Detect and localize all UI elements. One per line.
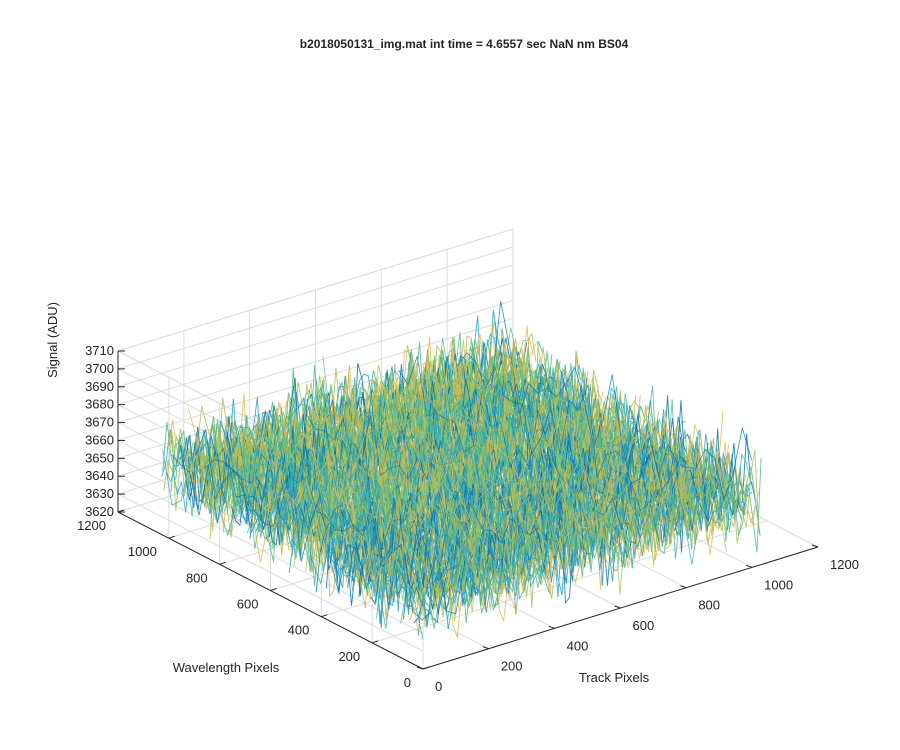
y-tick-mark	[321, 614, 328, 618]
x-tick-label: 800	[698, 598, 720, 613]
surface-strip	[339, 382, 601, 540]
surface-strip	[179, 439, 441, 592]
z-tick-label: 3650	[85, 450, 114, 465]
x-tick-mark	[416, 666, 424, 670]
z-tick-label: 3640	[85, 468, 114, 483]
x-tick-label: 200	[501, 659, 523, 674]
z-tick-label: 3620	[85, 504, 114, 519]
box-edge	[117, 228, 514, 352]
surface-strip	[213, 422, 474, 595]
x-axis-ticks: 0 200 400 600 800 1000 1200	[416, 544, 859, 694]
surface-strip	[162, 450, 424, 640]
y-tick-label: 0	[404, 675, 411, 690]
y-tick-label: 200	[338, 649, 360, 664]
surface-strip	[305, 398, 567, 584]
y-tick-mark	[270, 588, 277, 591]
y-tick-mark	[422, 666, 430, 670]
z-axis-label: Signal (ADU)	[45, 302, 60, 378]
surface-strip	[373, 396, 635, 569]
grid-line	[117, 246, 514, 370]
y-tick-mark	[372, 640, 379, 644]
y-tick-label: 800	[186, 570, 208, 585]
x-axis-label: Track Pixels	[579, 670, 650, 685]
surface-strip	[170, 453, 432, 621]
x-tick-mark	[746, 564, 753, 568]
surface-strip	[499, 327, 761, 523]
z-tick-label: 3630	[85, 486, 114, 501]
grid-line	[117, 300, 514, 424]
x-tick-label: 1000	[764, 577, 793, 592]
surface-strip	[322, 355, 584, 576]
x-tick-mark	[614, 605, 621, 609]
surface-strip	[482, 327, 744, 507]
y-axis-label: Wavelength Pixels	[173, 660, 280, 675]
surface-strip	[263, 415, 525, 596]
x-tick-label: 1200	[830, 557, 859, 572]
grid-line	[117, 264, 514, 388]
chart-title: b2018050131_img.mat int time = 4.6557 se…	[300, 37, 629, 51]
surface-strip	[255, 410, 516, 592]
z-tick-label: 3670	[85, 415, 114, 430]
x-tick-mark	[811, 544, 819, 548]
surface-strip	[356, 379, 618, 572]
z-tick-label: 3690	[85, 379, 114, 394]
z-tick-label: 3660	[85, 432, 114, 447]
surface-mesh	[161, 301, 762, 640]
y-tick-label: 1000	[128, 544, 157, 559]
grid-line	[117, 475, 424, 634]
surface-strip	[398, 355, 660, 542]
grid-line	[372, 520, 768, 644]
surface-strip	[474, 364, 736, 503]
y-axis-ticks: 0 200 400 600 800 1000 1200	[77, 509, 430, 690]
surface-strip	[381, 381, 643, 530]
z-axis-ticks: 3620 3630 3640 3650 3660 3670 3680 3690 3700 3710	[85, 343, 125, 519]
surface-strip	[364, 394, 626, 549]
surface-strip	[187, 407, 449, 600]
grid-line	[117, 493, 424, 652]
surface-strip	[421, 449, 760, 618]
surface-strip	[413, 433, 752, 624]
surface-strip	[423, 337, 685, 522]
y-tick-mark	[117, 509, 125, 513]
surface-strip	[246, 423, 508, 589]
y-tick-mark	[219, 561, 226, 565]
z-tick-label: 3680	[85, 397, 114, 412]
z-tick-label: 3700	[85, 361, 114, 376]
z-tick-label: 3710	[85, 343, 114, 358]
surface-strip	[330, 389, 592, 564]
x-tick-label: 600	[633, 618, 655, 633]
x-tick-mark	[482, 646, 489, 650]
x-tick-label: 0	[435, 679, 442, 694]
x-tick-mark	[548, 625, 555, 629]
y-tick-mark	[168, 535, 175, 539]
y-tick-label: 400	[288, 623, 310, 638]
x-tick-label: 400	[567, 638, 589, 653]
surface-strip	[238, 417, 500, 605]
y-tick-label: 1200	[77, 518, 106, 533]
y-tick-label: 600	[237, 597, 259, 612]
x-tick-mark	[680, 585, 687, 589]
surface-strip	[465, 349, 727, 552]
surface-strip	[271, 410, 533, 581]
